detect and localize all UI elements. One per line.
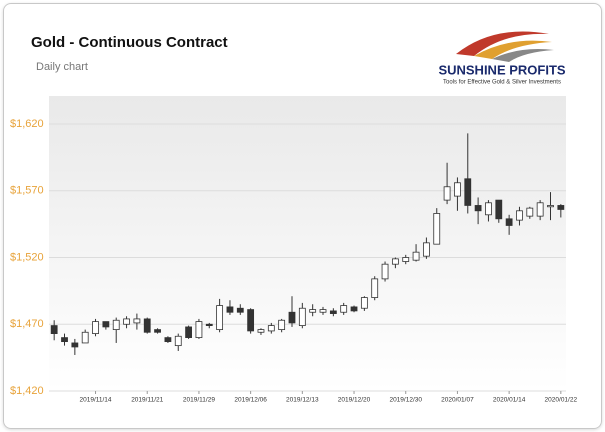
- x-tick-label: 2019/11/14: [79, 397, 111, 404]
- candle-body: [298, 307, 306, 326]
- candle-body: [247, 309, 255, 332]
- candle-body: [536, 202, 544, 217]
- candle-body: [350, 306, 358, 312]
- candle-body: [133, 318, 141, 324]
- candle-body: [516, 210, 523, 221]
- candle-body: [112, 319, 120, 330]
- chart-title: Gold - Continuous Contract: [31, 34, 228, 51]
- chart: Gold - Continuous Contract Daily chart S…: [10, 31, 578, 404]
- candle-body: [267, 325, 275, 332]
- chart-card: Gold - Continuous Contract Daily chart S…: [3, 3, 602, 429]
- candle-body: [61, 337, 68, 343]
- candle-body: [81, 331, 89, 344]
- candle-body: [443, 186, 451, 201]
- candle-body: [216, 305, 224, 330]
- logo-swoosh: [456, 31, 549, 56]
- candle-body: [309, 309, 317, 313]
- candle-body: [278, 319, 286, 330]
- plot-area: [49, 96, 566, 391]
- x-tick-label: 2019/11/29: [183, 397, 215, 404]
- candle-body: [164, 337, 172, 343]
- logo-tagline: Tools for Effective Gold & Silver Invest…: [443, 80, 561, 86]
- x-tick-label: 2019/12/06: [234, 397, 267, 404]
- candle-body: [205, 323, 213, 326]
- candle-body: [454, 182, 461, 197]
- candle-body: [505, 218, 513, 226]
- x-tick-label: 2020/01/07: [441, 397, 474, 404]
- candle-body: [195, 321, 203, 339]
- candle-body: [391, 258, 399, 265]
- candle-body: [288, 311, 296, 324]
- y-tick-label: $1,470: [10, 318, 44, 330]
- candle-body: [526, 207, 534, 217]
- y-tick-label: $1,420: [10, 385, 44, 397]
- candle-body: [50, 325, 58, 335]
- candle-body: [92, 321, 99, 335]
- candle-body: [402, 257, 410, 262]
- candle-body: [474, 205, 482, 212]
- candle-body: [360, 297, 368, 309]
- x-tick-label: 2019/12/13: [286, 397, 319, 404]
- candle-body: [329, 310, 337, 314]
- y-tick-label: $1,570: [10, 185, 44, 197]
- logo-swoosh: [474, 40, 552, 59]
- x-tick-label: 2020/01/14: [493, 397, 526, 404]
- chart-subtitle: Daily chart: [36, 61, 88, 73]
- candle-body: [557, 205, 565, 210]
- candle-body: [381, 263, 389, 280]
- x-tick-label: 2019/11/21: [131, 397, 163, 404]
- logo-name: SUNSHINE PROFITS: [438, 62, 565, 77]
- candle-body: [547, 205, 554, 208]
- candle-body: [412, 251, 420, 261]
- candle-body: [174, 335, 182, 347]
- logo: SUNSHINE PROFITS Tools for Effective Gol…: [438, 31, 566, 86]
- x-tick-label: 2019/12/30: [389, 397, 422, 404]
- candle-body: [257, 329, 265, 333]
- candle-body: [71, 342, 79, 348]
- y-tick-label: $1,620: [10, 118, 44, 130]
- logo-swoosh: [492, 49, 554, 62]
- candle-body: [371, 278, 379, 298]
- candle-body: [236, 307, 244, 313]
- candle-body: [102, 321, 110, 328]
- candle-body: [185, 326, 192, 339]
- candle-body: [319, 309, 327, 313]
- x-tick-label: 2020/01/22: [545, 397, 578, 404]
- candle-body: [123, 318, 130, 325]
- candle-body: [485, 202, 492, 216]
- candle-body: [226, 306, 234, 313]
- x-tick-label: 2019/12/20: [338, 397, 371, 404]
- candle-body: [423, 242, 430, 257]
- candle-body: [340, 305, 348, 313]
- candle-body: [154, 329, 161, 333]
- candle-body: [143, 318, 151, 333]
- candle-body: [433, 213, 441, 245]
- candle-body: [495, 199, 503, 220]
- candle-body: [464, 178, 472, 206]
- y-tick-label: $1,520: [10, 251, 44, 263]
